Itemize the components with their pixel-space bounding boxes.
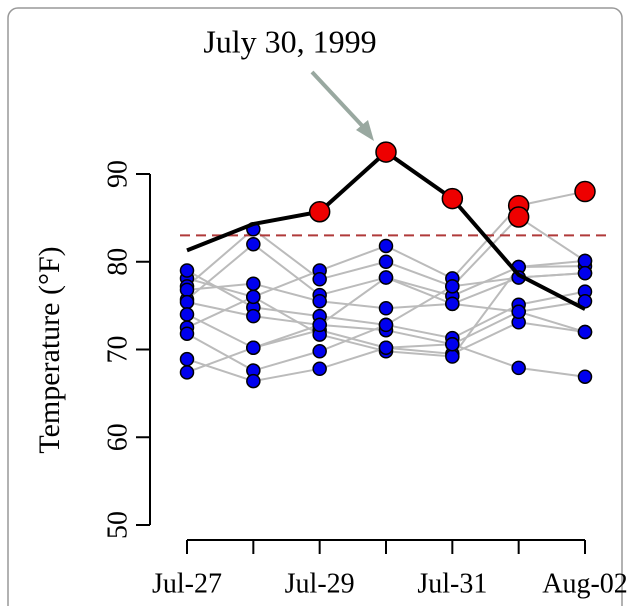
- point: [179, 326, 195, 341]
- point: [577, 324, 593, 340]
- point: [378, 270, 394, 285]
- point: [312, 317, 327, 333]
- highlight-point: [441, 187, 464, 210]
- annotation-arrowhead: [356, 120, 374, 141]
- y-tick-label: 80: [102, 248, 133, 276]
- point: [378, 317, 394, 333]
- highlight-point: [574, 180, 596, 203]
- y-tick-label: 70: [102, 336, 133, 364]
- point: [511, 360, 526, 376]
- point: [179, 263, 195, 278]
- point: [179, 282, 195, 298]
- point: [179, 351, 195, 367]
- highlight-point: [308, 200, 331, 223]
- point: [179, 294, 195, 310]
- point: [179, 307, 195, 322]
- y-tick-label: 90: [102, 160, 133, 188]
- point: [246, 340, 261, 355]
- point: [246, 308, 261, 324]
- point: [577, 265, 593, 281]
- point: [378, 340, 394, 355]
- x-tick-label: Aug-02: [542, 568, 628, 599]
- y-tick-label: 60: [102, 423, 133, 451]
- point: [246, 236, 261, 252]
- point: [577, 253, 593, 269]
- x-tick-label: Jul-29: [285, 568, 355, 599]
- x-tick-label: Jul-31: [417, 568, 487, 599]
- point: [246, 276, 261, 291]
- panel-frame: [7, 7, 623, 606]
- point: [179, 365, 195, 380]
- point: [378, 301, 394, 316]
- point: [577, 369, 593, 384]
- annotation: July 30, 1999: [203, 23, 376, 59]
- highlight-point: [507, 206, 530, 228]
- annotation-arrow: [310, 70, 370, 134]
- point: [445, 296, 460, 312]
- point: [312, 272, 327, 287]
- point: [246, 289, 261, 305]
- point: [511, 304, 526, 320]
- point: [312, 361, 327, 377]
- point: [445, 349, 460, 364]
- point: [445, 279, 460, 294]
- point: [312, 293, 327, 309]
- point: [378, 254, 394, 269]
- point: [312, 344, 327, 359]
- point: [246, 373, 261, 389]
- y-tick-label: 50: [102, 511, 133, 539]
- point: [378, 238, 394, 254]
- highlight-point: [375, 141, 397, 163]
- point: [445, 336, 460, 352]
- y-axis-label: Temperature (°F): [33, 246, 66, 453]
- x-tick-label: Jul-27: [152, 568, 222, 599]
